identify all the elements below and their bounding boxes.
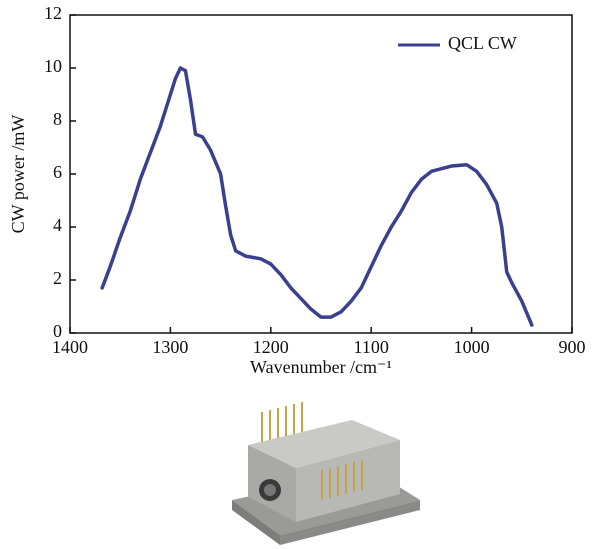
y-tick-label: 4 [53,215,62,235]
y-tick-label: 6 [53,162,62,182]
x-tick-label: 1200 [253,337,289,357]
y-tick-label: 12 [44,3,62,23]
y-tick-label: 10 [44,56,62,76]
x-axis-label: Wavenumber /cm⁻¹ [250,357,392,377]
x-tick-label: 1400 [52,337,88,357]
x-tick-label: 900 [559,337,586,357]
x-tick-label: 1300 [152,337,188,357]
line [100,66,534,327]
y-axis-label: CW power /mW [8,115,28,234]
x-tick-label: 1000 [454,337,490,357]
x-tick-label: 1100 [354,337,389,357]
legend-label: QCL CW [448,33,517,53]
y-tick-label: 0 [53,321,62,341]
plot-frame [69,14,573,334]
device-photo [232,402,420,545]
y-tick-label: 2 [53,268,62,288]
y-tick-label: 8 [53,109,62,129]
